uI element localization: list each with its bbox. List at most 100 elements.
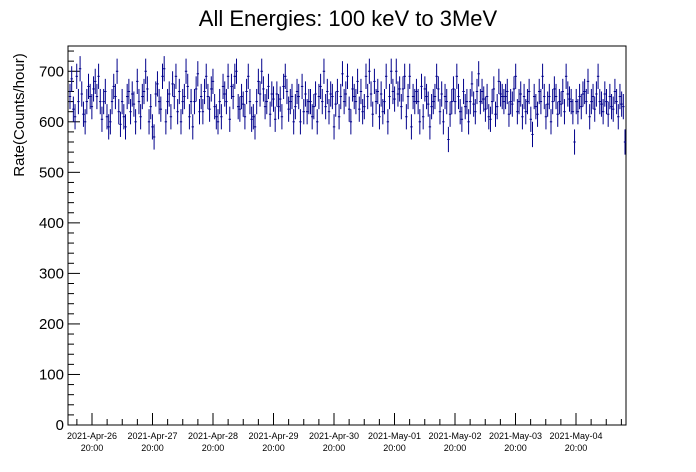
data-point xyxy=(383,88,386,115)
data-point xyxy=(154,81,157,107)
data-point xyxy=(437,76,440,102)
data-point xyxy=(573,129,576,155)
data-point xyxy=(206,83,210,110)
data-point xyxy=(87,73,90,100)
data-point xyxy=(354,88,358,115)
data-point xyxy=(327,99,331,125)
data-point xyxy=(321,88,324,115)
data-point xyxy=(336,78,339,105)
data-point xyxy=(247,63,250,89)
data-point xyxy=(501,83,504,110)
data-point xyxy=(284,63,287,89)
data-point xyxy=(470,71,474,97)
data-point xyxy=(462,78,465,105)
data-point xyxy=(519,81,522,107)
data-point xyxy=(142,78,146,105)
x-tick-time: 20:00 xyxy=(444,443,467,453)
x-tick-date: 2021-May-02 xyxy=(428,431,481,441)
data-point xyxy=(432,88,435,115)
data-point xyxy=(162,56,166,82)
data-point xyxy=(252,104,255,130)
y-tick-label: 500 xyxy=(39,164,64,181)
x-tick-date: 2021-Apr-28 xyxy=(188,431,238,441)
data-point xyxy=(455,63,459,89)
data-point xyxy=(406,83,410,110)
y-tick-label: 200 xyxy=(39,316,64,333)
data-point xyxy=(211,68,215,95)
data-point xyxy=(88,83,92,110)
data-point xyxy=(421,104,425,130)
data-point xyxy=(100,106,104,132)
data-point xyxy=(297,83,300,110)
x-tick-date: 2021-Apr-29 xyxy=(248,431,298,441)
data-point xyxy=(310,104,314,130)
chart-title: All Energies: 100 keV to 3MeV xyxy=(199,6,498,31)
data-point xyxy=(605,88,608,115)
data-point xyxy=(215,104,218,130)
data-point xyxy=(612,96,615,122)
data-point xyxy=(620,91,623,117)
data-point xyxy=(457,83,460,110)
data-point xyxy=(464,94,467,120)
data-point xyxy=(371,101,374,127)
data-point xyxy=(115,58,119,84)
data-point xyxy=(396,81,400,107)
data-point xyxy=(295,78,299,105)
data-point xyxy=(218,88,221,115)
data-point xyxy=(608,83,612,110)
data-point xyxy=(576,99,580,125)
data-point xyxy=(334,91,337,117)
data-point xyxy=(469,88,472,115)
data-point xyxy=(122,104,126,130)
data-point xyxy=(601,99,605,125)
data-point xyxy=(400,94,403,120)
data-point xyxy=(384,63,388,89)
data-point xyxy=(522,83,526,110)
data-point xyxy=(569,88,573,115)
data-point xyxy=(484,96,487,122)
data-point xyxy=(438,99,442,125)
data-point xyxy=(618,83,622,110)
data-point xyxy=(341,61,344,87)
data-point xyxy=(598,88,601,115)
data-point xyxy=(268,101,272,127)
data-point xyxy=(290,83,294,110)
data-point xyxy=(270,81,274,107)
data-point xyxy=(149,94,152,120)
data-point xyxy=(97,63,100,89)
data-point xyxy=(490,88,494,115)
data-point xyxy=(418,109,422,135)
data-point xyxy=(615,88,618,115)
data-point xyxy=(526,88,529,115)
data-point xyxy=(435,63,438,89)
data-point xyxy=(529,106,533,132)
data-point xyxy=(536,101,539,127)
data-point xyxy=(157,88,161,115)
x-tick-date: 2021-Apr-27 xyxy=(127,431,177,441)
data-point xyxy=(448,101,452,127)
data-point xyxy=(411,83,415,110)
data-point xyxy=(144,58,147,84)
data-point xyxy=(168,81,171,107)
data-point xyxy=(353,83,356,110)
data-point xyxy=(245,78,248,105)
data-point xyxy=(300,73,304,100)
data-point xyxy=(507,101,511,127)
data-point xyxy=(205,63,208,89)
data-point xyxy=(339,83,342,110)
data-point xyxy=(196,61,200,87)
data-point xyxy=(316,109,319,135)
data-point xyxy=(279,86,282,112)
data-point xyxy=(183,83,186,110)
data-point xyxy=(147,109,151,135)
data-point xyxy=(201,99,205,125)
data-point xyxy=(317,83,321,110)
data-point xyxy=(125,83,129,110)
data-point xyxy=(92,76,95,102)
x-tick-time: 20:00 xyxy=(323,443,346,453)
data-point xyxy=(374,88,378,115)
data-point xyxy=(551,88,554,115)
data-point xyxy=(440,81,443,107)
data-point xyxy=(388,83,391,110)
